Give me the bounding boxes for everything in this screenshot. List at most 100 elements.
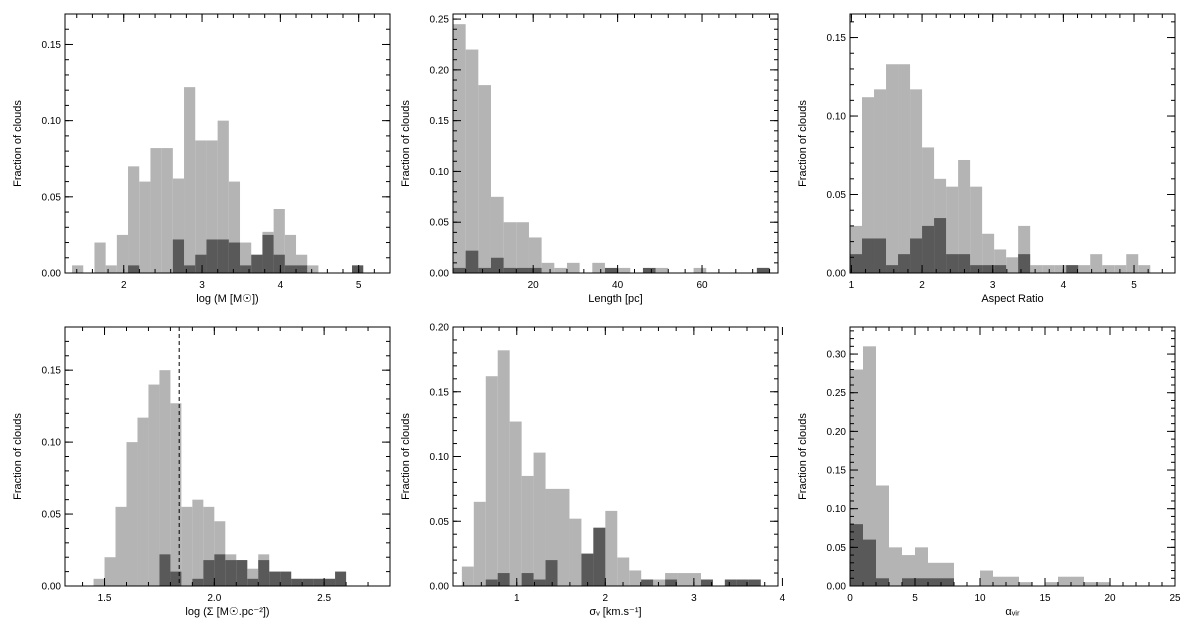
chart-panel-virial_parameter: 0 5 10 15 20 25 0.00 0.05 0.10 0.15 0.20 0.25 0.30 αᵥ…: [797, 326, 1181, 618]
x-tick-label: 60: [696, 280, 708, 291]
bar-all-8: [554, 267, 567, 273]
bar-subset-2: [874, 238, 887, 273]
bar-subset-18: [273, 254, 285, 273]
bar-subset-6: [928, 578, 941, 586]
bar-all-7: [150, 148, 162, 273]
y-tick-label: 0.10: [827, 112, 847, 123]
bar-all-8: [557, 488, 570, 587]
bar-all-3: [105, 265, 117, 273]
bar-subset-10: [184, 265, 196, 273]
bar-all-5: [915, 547, 928, 586]
bar-subset-5: [521, 573, 534, 586]
x-axis-label: Length [pc]: [588, 293, 642, 305]
bar-all-2: [874, 89, 887, 273]
y-tick-label: 0.05: [42, 510, 62, 521]
bar-all-0: [461, 566, 474, 586]
bar-subset-13: [217, 239, 229, 273]
bar-all-23: [1126, 254, 1139, 273]
bar-all-8: [946, 186, 959, 273]
y-tick-label: 0.20: [430, 65, 450, 76]
bar-subset-11: [214, 554, 226, 586]
bar-all-4: [137, 417, 149, 586]
bar-subset-10: [970, 265, 983, 273]
bar-all-16: [1058, 576, 1071, 586]
bar-all-15: [240, 242, 252, 273]
bar-all-13: [617, 557, 630, 586]
bar-subset-25: [352, 265, 364, 273]
bar-subset-7: [934, 218, 947, 273]
chart-panel-mass: 2 3 4 5 0.00 0.05 0.10 0.15 log (M [M☉]) Fraction…: [12, 13, 391, 305]
bar-all-7: [545, 488, 558, 587]
x-tick-label: 0: [847, 593, 853, 604]
bar-all-24: [1138, 265, 1151, 273]
bar-all-9: [566, 262, 580, 273]
plot-frame: [849, 326, 1176, 587]
bar-subset-18: [1066, 265, 1079, 273]
y-axis-label: Fraction of clouds: [797, 100, 809, 187]
y-tick-label: 0.05: [42, 192, 62, 203]
y-tick-label: 0.00: [42, 269, 62, 280]
bar-subset-12: [604, 267, 618, 273]
x-tick-label: 5: [356, 280, 362, 291]
bar-all-3: [886, 64, 899, 273]
bar-all-4: [509, 421, 522, 586]
y-tick-label: 0.05: [827, 543, 847, 554]
bar-subset-17: [262, 234, 274, 273]
bar-all-10: [970, 186, 983, 273]
bar-all-16: [653, 579, 666, 586]
bar-subset-20: [700, 579, 713, 586]
y-tick-label: 0.00: [827, 269, 847, 280]
bar-all-20: [296, 254, 308, 273]
bar-subset-5: [915, 578, 928, 586]
x-axis-label: σᵥ [km.s⁻¹]: [589, 606, 641, 618]
bar-all-1: [863, 346, 876, 586]
x-axis-label: αᵥᵢᵣ: [1005, 606, 1020, 618]
bar-all-12: [206, 140, 218, 273]
bar-all-10: [203, 506, 215, 586]
bar-all-19: [689, 573, 701, 586]
bar-subset-9: [958, 254, 971, 273]
bar-all-20: [1090, 254, 1103, 273]
bar-all-16: [655, 267, 669, 273]
y-tick-label: 0.15: [42, 40, 62, 51]
bar-all-6: [139, 181, 151, 273]
bar-all-5: [910, 89, 923, 273]
bar-subset-2: [478, 267, 491, 273]
y-tick-label: 0.05: [430, 218, 450, 229]
bar-all-2: [94, 242, 106, 273]
bar-subset-22: [335, 571, 347, 586]
plot-frame: [849, 13, 1176, 274]
bar-subset-10: [203, 560, 215, 586]
y-tick-label: 0.15: [430, 387, 450, 398]
bar-subset-12: [994, 265, 1007, 273]
y-tick-label: 0.30: [827, 350, 847, 361]
bar-all-4: [116, 234, 129, 273]
x-tick-label: 2: [603, 593, 609, 604]
bar-subset-6: [528, 267, 542, 273]
x-tick-label: 5: [1131, 280, 1137, 291]
y-tick-label: 0.25: [430, 15, 450, 26]
bar-subset-10: [581, 553, 594, 587]
bar-all-9: [172, 178, 185, 273]
y-tick-label: 0.00: [430, 269, 450, 280]
bar-subset-6: [533, 579, 546, 586]
bar-all-14: [247, 568, 259, 586]
bar-subset-16: [269, 571, 281, 586]
x-tick-label: 4: [780, 593, 786, 604]
bar-subset-5: [910, 238, 923, 273]
bar-subset-23: [736, 579, 749, 586]
bar-all-13: [1019, 582, 1032, 586]
chart-panel-velocity_dispersion: 1 2 3 4 0.00 0.05 0.10 0.15 0.20 σᵥ [km.s⁻¹] Fract…: [400, 323, 786, 619]
bar-subset-19: [302, 578, 314, 586]
bar-subset-19: [284, 265, 297, 273]
x-tick-label: 2: [121, 280, 127, 291]
bar-all-1: [473, 501, 486, 586]
y-tick-label: 0.20: [430, 323, 450, 334]
bar-all-16: [1042, 265, 1055, 273]
bar-all-1: [465, 49, 479, 273]
bar-all-9: [958, 159, 971, 273]
bar-all-2: [115, 506, 127, 586]
bar-all-13: [217, 120, 229, 274]
bar-subset-7: [170, 571, 182, 586]
